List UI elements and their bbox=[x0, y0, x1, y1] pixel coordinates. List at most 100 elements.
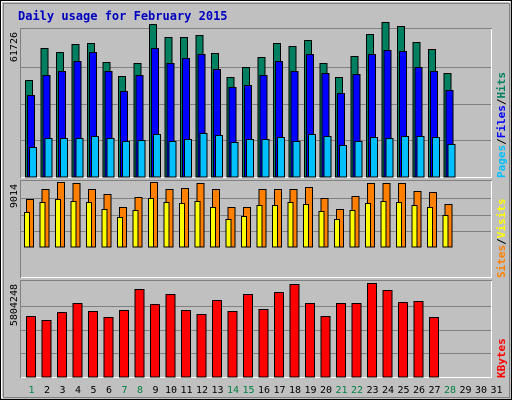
panel-2: 9014 Sites/Visits bbox=[9, 180, 508, 279]
bar-pages-day-11 bbox=[184, 139, 192, 178]
bar-visits-day-27 bbox=[427, 207, 433, 248]
bar-visits-day-10 bbox=[163, 202, 170, 248]
y-max-label: 5804248 bbox=[9, 284, 20, 326]
x-tick-label-day-16: 16 bbox=[258, 385, 270, 396]
x-tick-label-day-9: 9 bbox=[152, 385, 158, 396]
bar-kbytes-day-16 bbox=[258, 309, 269, 378]
bar-pages-day-13 bbox=[215, 135, 223, 178]
bar-kbytes-day-11 bbox=[181, 310, 191, 378]
bar-kbytes-day-3 bbox=[57, 312, 67, 378]
series-legend: Sites/Visits bbox=[495, 199, 508, 279]
bar-visits-day-14 bbox=[225, 219, 232, 248]
legend-entry: Sites bbox=[495, 245, 508, 278]
x-tick-label-day-13: 13 bbox=[211, 385, 223, 396]
bar-visits-day-28 bbox=[442, 215, 449, 248]
bar-pages-day-4 bbox=[75, 138, 84, 178]
bar-pages-day-3 bbox=[60, 138, 68, 178]
bar-visits-day-1 bbox=[24, 212, 30, 248]
x-tick-label-day-8: 8 bbox=[137, 385, 143, 396]
bar-kbytes-day-2 bbox=[41, 320, 52, 378]
series-legend: KBytes bbox=[495, 338, 508, 378]
x-axis-labels: 1 2 3 4 5 6 7 8 9 10 11 12 13 14 15 16 17 18 19 20 21 22 23 24 2… bbox=[28, 385, 502, 396]
chart-title: Daily usage for February 2015 bbox=[18, 9, 228, 23]
bar-kbytes-day-21 bbox=[336, 303, 346, 378]
y-max-label: 9014 bbox=[9, 184, 20, 208]
bar-visits-day-9 bbox=[148, 198, 154, 248]
x-tick-label-day-10: 10 bbox=[165, 385, 177, 396]
x-tick-label-day-23: 23 bbox=[366, 385, 378, 396]
bar-kbytes-day-6 bbox=[103, 317, 114, 378]
bar-pages-day-27 bbox=[432, 137, 440, 178]
legend-entry: Visits bbox=[495, 199, 508, 239]
x-tick-label-day-28: 28 bbox=[444, 385, 456, 396]
bar-pages-day-17 bbox=[277, 137, 285, 178]
x-tick-label-day-31: 31 bbox=[490, 385, 502, 396]
x-tick-label-day-11: 11 bbox=[180, 385, 192, 396]
x-tick-label-day-27: 27 bbox=[428, 385, 440, 396]
bar-kbytes-day-17 bbox=[274, 292, 284, 378]
bar-visits-day-23 bbox=[365, 203, 371, 248]
bar-kbytes-day-27 bbox=[429, 317, 439, 378]
bar-pages-day-22 bbox=[354, 141, 363, 178]
legend-entry: KBytes bbox=[495, 338, 508, 378]
x-tick-label-day-6: 6 bbox=[106, 385, 112, 396]
bar-kbytes-day-10 bbox=[165, 294, 176, 378]
x-tick-label-day-12: 12 bbox=[196, 385, 208, 396]
bar-kbytes-day-9 bbox=[150, 304, 160, 378]
bar-visits-day-16 bbox=[256, 205, 263, 248]
legend-entry: Files bbox=[495, 105, 508, 138]
bar-kbytes-day-7 bbox=[119, 310, 129, 378]
x-tick-label-day-7: 7 bbox=[121, 385, 127, 396]
bar-kbytes-day-14 bbox=[227, 311, 238, 378]
x-tick-label-day-26: 26 bbox=[413, 385, 425, 396]
bar-kbytes-day-18 bbox=[289, 284, 300, 378]
bar-pages-day-5 bbox=[91, 136, 99, 178]
panels: 61726Pages/Files/Hits9014Sites/Visits580… bbox=[9, 22, 508, 378]
bar-pages-day-25 bbox=[401, 136, 409, 178]
bar-visits-day-12 bbox=[194, 201, 201, 248]
series-legend: Pages/Files/Hits bbox=[495, 72, 508, 178]
series-pages bbox=[29, 133, 456, 178]
bar-visits-day-2 bbox=[39, 202, 46, 248]
bar-visits-day-25 bbox=[396, 202, 402, 248]
series-kbytes bbox=[26, 283, 439, 378]
series-files bbox=[27, 48, 454, 178]
series-visits bbox=[24, 198, 449, 248]
legend-entry: / bbox=[495, 98, 508, 105]
bar-visits-day-24 bbox=[380, 201, 387, 248]
bar-pages-day-19 bbox=[308, 134, 316, 178]
bar-pages-day-18 bbox=[292, 141, 301, 178]
legend-entry: Pages bbox=[495, 145, 508, 178]
legend-entry: / bbox=[495, 138, 508, 145]
bar-kbytes-day-23 bbox=[367, 283, 377, 378]
bar-kbytes-day-26 bbox=[413, 301, 424, 378]
bar-pages-day-7 bbox=[122, 141, 130, 178]
x-tick-label-day-18: 18 bbox=[289, 385, 301, 396]
bar-visits-day-13 bbox=[210, 207, 216, 248]
bar-pages-day-6 bbox=[106, 138, 115, 178]
bar-visits-day-11 bbox=[179, 203, 185, 248]
bar-pages-day-26 bbox=[416, 136, 425, 178]
bar-pages-day-1 bbox=[29, 147, 37, 178]
bar-visits-day-7 bbox=[117, 217, 123, 248]
bar-visits-day-19 bbox=[303, 204, 309, 248]
bar-kbytes-day-15 bbox=[243, 294, 253, 378]
bar-pages-day-10 bbox=[168, 141, 177, 178]
bar-pages-day-12 bbox=[199, 133, 208, 178]
bar-kbytes-day-5 bbox=[88, 311, 98, 378]
bar-pages-day-16 bbox=[261, 139, 270, 178]
x-tick-label-day-15: 15 bbox=[242, 385, 254, 396]
x-tick-label-day-5: 5 bbox=[90, 385, 96, 396]
bar-pages-day-2 bbox=[44, 138, 53, 178]
bar-pages-day-21 bbox=[339, 145, 347, 178]
bar-visits-day-4 bbox=[70, 201, 77, 248]
bar-visits-day-6 bbox=[101, 209, 108, 248]
bar-pages-day-15 bbox=[246, 139, 254, 178]
x-tick-label-day-4: 4 bbox=[75, 385, 81, 396]
bar-visits-day-20 bbox=[318, 211, 325, 248]
bar-pages-day-14 bbox=[230, 142, 239, 178]
bar-pages-day-23 bbox=[370, 137, 378, 178]
x-tick-label-day-25: 25 bbox=[397, 385, 409, 396]
